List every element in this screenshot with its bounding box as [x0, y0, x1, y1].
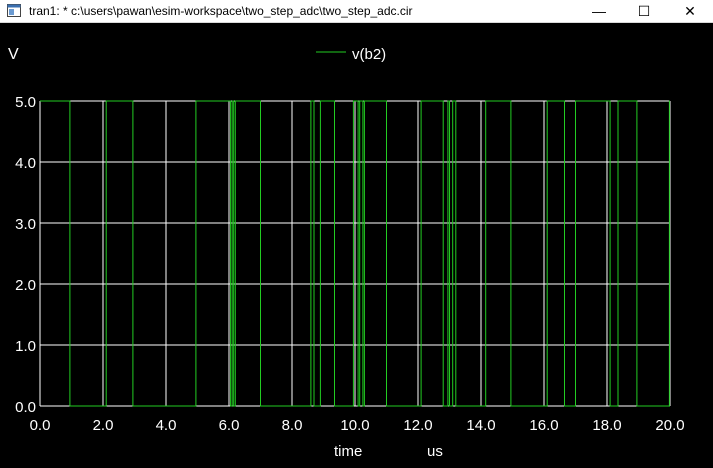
app-icon [7, 4, 21, 17]
plot-area: V v(b2) 0.0 1.0 2.0 3.0 4.0 5.0 0.0 2.0 4.0 6.0 8… [0, 23, 713, 463]
y-tick-label: 1.0 [15, 338, 36, 355]
chart-svg: V v(b2) 0.0 1.0 2.0 3.0 4.0 5.0 0.0 2.0 4.0 6.0 8… [8, 46, 685, 460]
x-tick-label: 12.0 [403, 417, 432, 434]
x-tick-label: 10.0 [340, 417, 369, 434]
close-button[interactable]: ✕ [684, 2, 696, 19]
y-ticks: 0.0 1.0 2.0 3.0 4.0 5.0 [15, 94, 36, 416]
y-tick-label: 0.0 [15, 399, 36, 416]
x-tick-label: 14.0 [466, 417, 495, 434]
window-titlebar: tran1: * c:\users\pawan\esim-workspace\t… [0, 0, 713, 23]
y-axis-label: V [8, 46, 19, 63]
y-tick-label: 5.0 [15, 94, 36, 111]
x-tick-label: 8.0 [282, 417, 303, 434]
x-axis-label: time [334, 443, 362, 460]
x-axis-unit: us [427, 443, 443, 460]
x-tick-label: 18.0 [592, 417, 621, 434]
y-tick-label: 3.0 [15, 216, 36, 233]
grid [39, 100, 671, 407]
maximize-button[interactable]: ☐ [637, 2, 651, 19]
legend-label: v(b2) [352, 46, 386, 63]
window-title: tran1: * c:\users\pawan\esim-workspace\t… [29, 4, 413, 18]
series-line-vb2 [40, 100, 670, 407]
y-tick-label: 2.0 [15, 277, 36, 294]
x-ticks: 0.0 2.0 4.0 6.0 8.0 10.0 12.0 14.0 16.0 18.0 20.0 [30, 417, 685, 434]
x-tick-label: 2.0 [93, 417, 114, 434]
x-tick-label: 0.0 [30, 417, 51, 434]
minimize-button[interactable]: — [592, 3, 606, 19]
x-tick-label: 16.0 [529, 417, 558, 434]
x-tick-label: 6.0 [219, 417, 240, 434]
x-tick-label: 4.0 [156, 417, 177, 434]
x-tick-label: 20.0 [655, 417, 684, 434]
y-tick-label: 4.0 [15, 155, 36, 172]
